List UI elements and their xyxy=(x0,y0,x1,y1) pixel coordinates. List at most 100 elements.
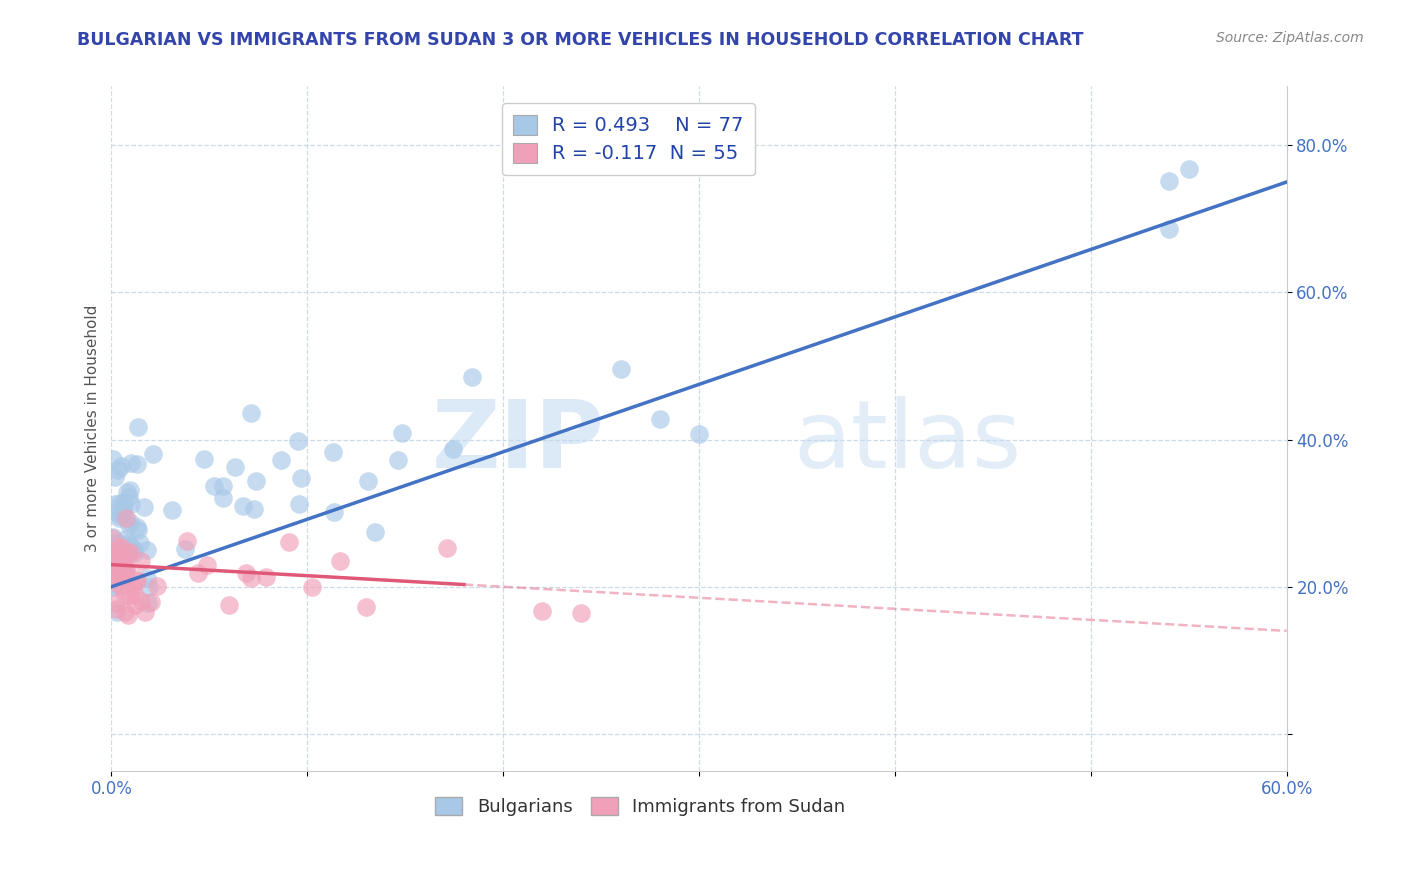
Point xyxy=(136,596,159,610)
Point xyxy=(104,470,127,484)
Point xyxy=(120,497,142,511)
Point xyxy=(288,497,311,511)
Point xyxy=(118,490,141,504)
Point xyxy=(103,580,125,594)
Point xyxy=(176,533,198,548)
Point xyxy=(124,588,146,602)
Point xyxy=(323,505,346,519)
Point xyxy=(107,511,129,525)
Point xyxy=(278,535,301,549)
Point xyxy=(1157,174,1180,188)
Point xyxy=(118,483,141,497)
Point xyxy=(110,508,132,523)
Point xyxy=(224,460,246,475)
Point xyxy=(118,517,141,532)
Point xyxy=(111,570,134,584)
Point xyxy=(117,543,139,558)
Point xyxy=(103,530,125,544)
Point xyxy=(105,569,128,583)
Point xyxy=(117,608,139,623)
Point xyxy=(107,577,129,591)
Point xyxy=(114,565,136,579)
Point xyxy=(105,505,128,519)
Point xyxy=(232,499,254,513)
Point xyxy=(100,538,122,552)
Point xyxy=(120,516,142,530)
Point xyxy=(115,562,138,576)
Point xyxy=(322,445,344,459)
Point xyxy=(110,458,132,473)
Point xyxy=(114,605,136,619)
Point xyxy=(146,579,169,593)
Point xyxy=(127,420,149,434)
Point xyxy=(104,567,127,582)
Point xyxy=(131,594,153,608)
Point xyxy=(239,571,262,585)
Text: ZIP: ZIP xyxy=(432,396,605,488)
Point xyxy=(122,580,145,594)
Point xyxy=(162,503,184,517)
Point xyxy=(287,434,309,449)
Point xyxy=(245,474,267,488)
Point xyxy=(114,588,136,602)
Point xyxy=(174,541,197,556)
Point xyxy=(138,580,160,594)
Point xyxy=(139,595,162,609)
Point xyxy=(103,543,125,558)
Point xyxy=(187,566,209,580)
Point xyxy=(609,361,631,376)
Point xyxy=(122,541,145,556)
Point xyxy=(112,500,135,514)
Point xyxy=(120,456,142,470)
Point xyxy=(193,452,215,467)
Point xyxy=(648,412,671,426)
Point xyxy=(387,452,409,467)
Point xyxy=(354,599,377,614)
Text: BULGARIAN VS IMMIGRANTS FROM SUDAN 3 OR MORE VEHICLES IN HOUSEHOLD CORRELATION C: BULGARIAN VS IMMIGRANTS FROM SUDAN 3 OR … xyxy=(77,31,1084,49)
Point xyxy=(254,570,277,584)
Point xyxy=(104,602,127,616)
Point xyxy=(125,572,148,586)
Point xyxy=(329,554,352,568)
Point xyxy=(117,484,139,499)
Point xyxy=(129,554,152,568)
Point xyxy=(129,536,152,550)
Point xyxy=(103,451,125,466)
Point xyxy=(301,580,323,594)
Point xyxy=(118,547,141,561)
Point xyxy=(114,570,136,584)
Point xyxy=(571,607,593,621)
Point xyxy=(142,447,165,461)
Point xyxy=(1177,162,1199,177)
Point xyxy=(132,500,155,515)
Point xyxy=(357,474,380,488)
Point xyxy=(218,598,240,612)
Point xyxy=(105,596,128,610)
Point xyxy=(111,571,134,585)
Point xyxy=(103,580,125,594)
Point xyxy=(111,556,134,570)
Legend: Bulgarians, Immigrants from Sudan: Bulgarians, Immigrants from Sudan xyxy=(427,789,852,823)
Point xyxy=(111,549,134,564)
Point xyxy=(363,525,385,540)
Point xyxy=(531,603,554,617)
Point xyxy=(270,452,292,467)
Point xyxy=(212,479,235,493)
Point xyxy=(136,543,159,558)
Point xyxy=(1157,222,1180,236)
Point xyxy=(117,536,139,550)
Point xyxy=(111,565,134,579)
Point xyxy=(290,471,312,485)
Text: atlas: atlas xyxy=(793,396,1021,488)
Point xyxy=(195,558,218,573)
Point xyxy=(441,442,464,457)
Point xyxy=(118,588,141,602)
Point xyxy=(118,537,141,551)
Point xyxy=(105,535,128,549)
Point xyxy=(127,523,149,537)
Point xyxy=(240,406,263,420)
Point xyxy=(107,463,129,477)
Point xyxy=(120,545,142,559)
Point xyxy=(125,574,148,588)
Text: Source: ZipAtlas.com: Source: ZipAtlas.com xyxy=(1216,31,1364,45)
